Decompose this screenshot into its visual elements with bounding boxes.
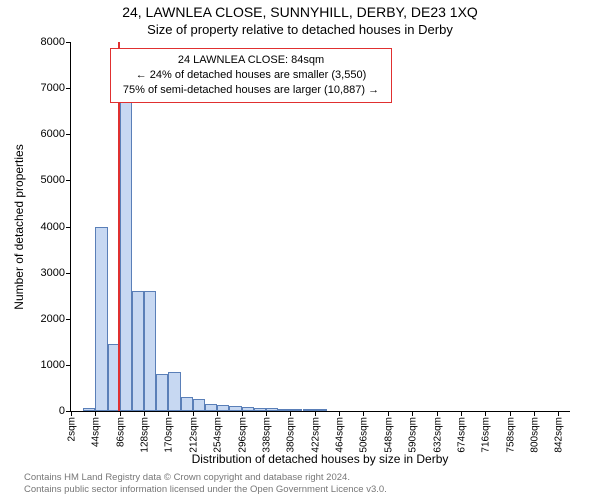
x-tick-label: 422sqm [308,417,321,453]
y-tick-label: 0 [5,405,71,417]
annotation-box: 24 LAWNLEA CLOSE: 84sqm← 24% of detached… [110,48,392,103]
x-tick-mark [485,411,486,416]
y-tick-label: 5000 [5,174,71,186]
x-tick-label: 758sqm [503,417,516,453]
x-tick-label: 128sqm [138,417,151,453]
x-tick-label: 674sqm [454,417,467,453]
footer-attribution: Contains HM Land Registry data © Crown c… [24,472,387,496]
x-tick-mark [144,411,145,416]
x-tick-mark [120,411,121,416]
chart-title: 24, LAWNLEA CLOSE, SUNNYHILL, DERBY, DE2… [0,4,600,20]
histogram-bar [120,102,132,411]
x-tick-mark [315,411,316,416]
histogram-bar [229,406,241,411]
x-tick-mark [266,411,267,416]
histogram-bar [254,408,266,411]
histogram-bar [290,409,302,411]
x-tick-label: 2sqm [65,417,78,441]
y-tick-label: 4000 [5,221,71,233]
x-tick-mark [437,411,438,416]
histogram-bar [242,407,254,411]
histogram-bar [193,399,205,411]
x-tick-label: 632sqm [430,417,443,453]
histogram-bar [217,405,229,411]
x-tick-label: 506sqm [357,417,370,453]
histogram-bar [205,404,217,411]
x-tick-mark [461,411,462,416]
x-tick-label: 296sqm [235,417,248,453]
x-tick-label: 380sqm [284,417,297,453]
x-tick-label: 716sqm [479,417,492,453]
histogram-bar [168,372,180,411]
x-tick-mark [534,411,535,416]
x-tick-label: 170sqm [162,417,175,453]
x-tick-label: 86sqm [113,417,126,447]
x-tick-label: 548sqm [381,417,394,453]
x-tick-label: 590sqm [406,417,419,453]
histogram-bar [315,409,327,411]
histogram-bar [303,409,315,411]
y-tick-label: 2000 [5,313,71,325]
y-tick-label: 6000 [5,128,71,140]
y-tick-label: 8000 [5,36,71,48]
chart-container: 24, LAWNLEA CLOSE, SUNNYHILL, DERBY, DE2… [0,0,600,500]
annotation-line-smaller: ← 24% of detached houses are smaller (3,… [119,68,383,83]
histogram-bar [144,291,156,411]
x-tick-mark [217,411,218,416]
x-tick-label: 212sqm [186,417,199,453]
histogram-bar [181,397,193,411]
x-tick-label: 800sqm [528,417,541,453]
chart-subtitle: Size of property relative to detached ho… [0,22,600,37]
plot-area: 0100020003000400050006000700080002sqm44s… [70,42,570,412]
x-tick-mark [290,411,291,416]
x-tick-mark [363,411,364,416]
y-tick-label: 3000 [5,267,71,279]
x-axis-label: Distribution of detached houses by size … [70,452,570,466]
footer-line-1: Contains HM Land Registry data © Crown c… [24,472,387,484]
x-tick-mark [71,411,72,416]
x-tick-label: 254sqm [211,417,224,453]
x-tick-label: 842sqm [552,417,565,453]
x-tick-label: 44sqm [89,417,102,447]
y-tick-label: 7000 [5,82,71,94]
x-tick-mark [168,411,169,416]
x-tick-mark [339,411,340,416]
annotation-line-larger: 75% of semi-detached houses are larger (… [119,83,383,98]
x-tick-mark [193,411,194,416]
y-tick-label: 1000 [5,359,71,371]
x-tick-mark [412,411,413,416]
histogram-bar [278,409,290,411]
x-tick-mark [510,411,511,416]
histogram-bar [156,374,168,411]
histogram-bar [132,291,144,411]
annotation-line-property: 24 LAWNLEA CLOSE: 84sqm [119,53,383,68]
histogram-bar [83,408,95,411]
x-tick-mark [388,411,389,416]
x-tick-mark [95,411,96,416]
histogram-bar [95,227,107,412]
histogram-bar [266,408,278,411]
footer-line-2: Contains public sector information licen… [24,484,387,496]
x-tick-mark [242,411,243,416]
x-tick-label: 338sqm [259,417,272,453]
x-tick-mark [558,411,559,416]
x-tick-label: 464sqm [333,417,346,453]
